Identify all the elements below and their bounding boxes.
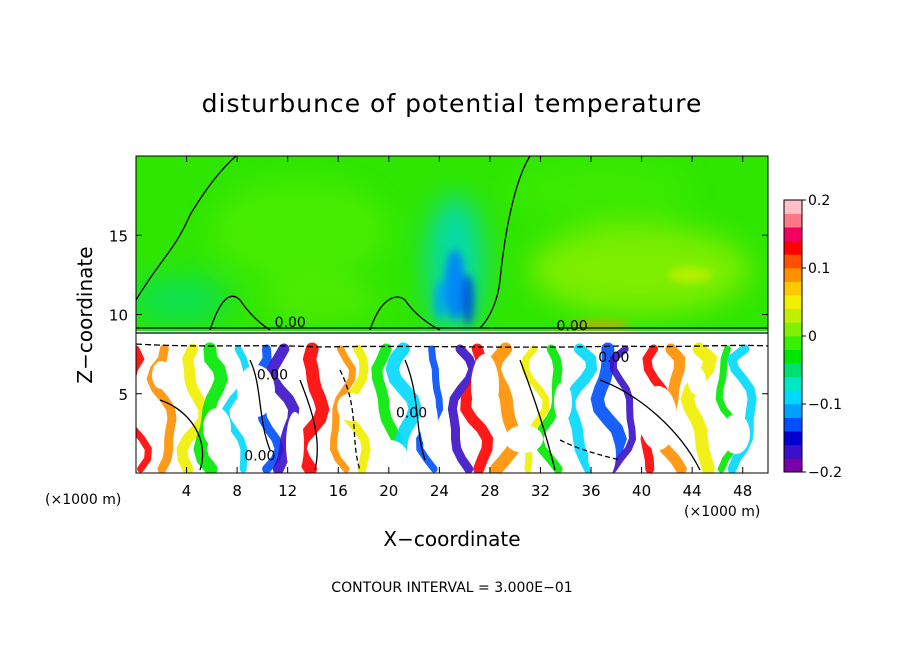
x-tick-label: 12	[278, 482, 297, 500]
contour-label: 0.00	[244, 448, 275, 464]
x-tick-label: 28	[480, 482, 499, 500]
chart-title: disturbunce of potential temperature	[202, 89, 703, 118]
y-axis-label: Z−coordinate	[73, 246, 97, 383]
contour-interval-note: CONTOUR INTERVAL = 3.000E−01	[331, 580, 572, 596]
x-tick-label: 40	[632, 482, 651, 500]
contour-lines	[136, 156, 768, 471]
lower-field-band	[193, 342, 229, 473]
y-tick-label: 5	[118, 386, 128, 404]
lower-field-white-cell	[337, 393, 365, 421]
x-unit-label-left: (×1000 m)	[45, 492, 121, 508]
colorbar-cell	[784, 268, 802, 282]
colorbar-cell	[784, 404, 802, 418]
colorbar-cell	[784, 308, 802, 323]
x-tick-label: 36	[581, 482, 600, 500]
colorbar-tick-label: 0.2	[808, 193, 830, 209]
colorbar-cell	[784, 281, 802, 296]
x-tick-label: 32	[531, 482, 550, 500]
lower-field-white-cell	[722, 414, 750, 454]
lower-field-white-cell	[505, 425, 543, 453]
lower-field-band	[447, 344, 478, 473]
lower-field-band	[609, 345, 637, 473]
lower-field-white-cell	[237, 365, 275, 417]
colorbar-cell	[784, 376, 802, 391]
lower-field-band	[590, 342, 627, 473]
lower-field-band	[329, 345, 357, 473]
colorbar-cell	[784, 227, 802, 242]
lower-field-white-cell	[203, 408, 231, 448]
lower-field-band	[416, 345, 444, 473]
colorbar-cell	[784, 417, 802, 432]
lower-field-white-cell	[554, 382, 572, 422]
colorbar-cell	[784, 213, 802, 228]
lower-field-white-cell	[286, 412, 304, 473]
colorbar-cell	[784, 295, 802, 310]
x-tick-label: 48	[733, 482, 752, 500]
x-unit-label-right: (×1000 m)	[684, 504, 760, 520]
lower-field-white-cell	[371, 440, 409, 473]
lower-field-white-cell	[639, 386, 677, 450]
colorbar-tick-label: −0.2	[808, 465, 842, 481]
colorbar-tick-label: −0.1	[808, 397, 842, 413]
contour-label: 0.00	[556, 318, 587, 334]
colorbar-cell	[784, 458, 802, 473]
plot-area: 0.00 0.00 0.00 0.00 0.00 0.00	[136, 156, 768, 473]
colorbar-cell	[784, 254, 802, 269]
y-tick-label: 10	[109, 307, 128, 325]
colorbar-cell	[784, 390, 802, 405]
colorbar-cell	[784, 349, 802, 364]
x-tick-label: 16	[329, 482, 348, 500]
lower-field-white-cell	[688, 367, 706, 395]
lower-field-white-cell	[588, 429, 616, 473]
colorbar-cell	[784, 336, 802, 350]
lower-field-white-cell	[420, 397, 438, 449]
contour-label: 0.00	[396, 406, 427, 422]
colorbar-cell	[784, 240, 802, 255]
x-tick-label: 24	[430, 482, 449, 500]
lower-field-band	[680, 342, 718, 473]
x-axis-label: X−coordinate	[383, 527, 520, 551]
lower-field-band	[136, 345, 152, 473]
lower-field-white-cell	[152, 361, 170, 389]
contour-label: 0.00	[257, 367, 288, 383]
contour-label: 0.00	[275, 315, 306, 331]
colorbar-cell	[784, 322, 802, 337]
colorbar-cell	[784, 431, 802, 446]
y-tick-label: 15	[109, 227, 128, 245]
lower-field-white-cell	[471, 354, 499, 418]
x-tick-label: 8	[232, 482, 242, 500]
contour-label: 0.00	[598, 350, 629, 366]
x-tick-label: 44	[683, 482, 702, 500]
upper-layer-plume	[434, 250, 712, 329]
colorbar-cell	[784, 200, 802, 214]
colorbar-tick-label: 0.1	[808, 261, 830, 277]
x-tick-label: 4	[182, 482, 192, 500]
colorbar-tick-label: 0	[808, 329, 817, 345]
lower-field-band	[266, 343, 300, 473]
colorbar: −0.2 −0.1 0 0.1 0.2	[783, 193, 842, 481]
x-tick-label: 20	[379, 482, 398, 500]
colorbar-cell	[784, 363, 802, 378]
colorbar-cell	[784, 444, 802, 459]
lower-layer-field	[136, 342, 768, 473]
